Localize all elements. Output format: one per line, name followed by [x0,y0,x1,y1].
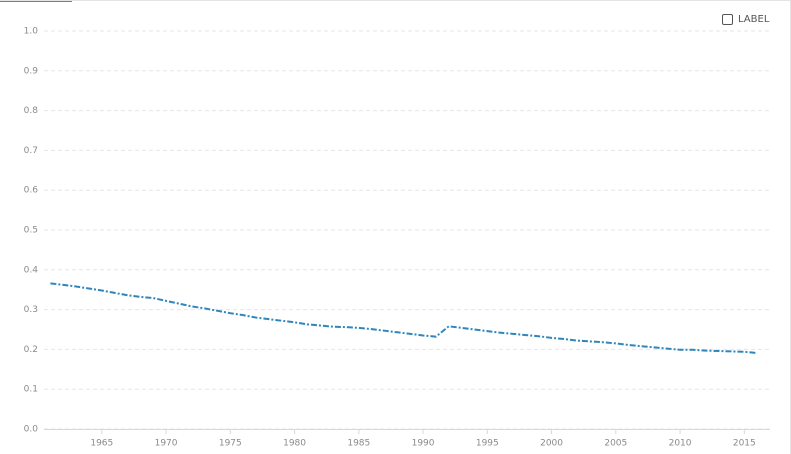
x-tick-label: 1970 [155,439,178,449]
y-tick-label: 0.5 [24,226,38,236]
x-tick-label: 2010 [669,439,692,449]
legend-label[interactable]: LABEL [738,14,770,25]
y-tick-label: 0.6 [24,186,39,196]
x-tick-label: 1995 [476,439,499,449]
x-tick-label: 1980 [283,439,306,449]
y-tick-label: 0.1 [24,385,38,395]
y-tick-label: 0.9 [24,66,39,76]
legend[interactable]: LABEL [722,14,769,25]
x-tick-label: 2005 [604,439,627,449]
x-tick-label: 1990 [412,439,435,449]
y-tick-label: 0.8 [24,106,39,116]
top-border [0,0,791,1]
x-tick-label: 1985 [347,439,370,449]
y-tick-label: 0.7 [24,146,38,156]
x-tick-label: 1965 [90,439,113,449]
x-tick-label: 1975 [219,439,242,449]
legend-checkbox[interactable] [722,14,733,25]
x-tick-label: 2015 [733,439,756,449]
y-tick-label: 0.0 [24,425,39,435]
active-tab-indicator [0,0,72,2]
y-tick-label: 0.3 [24,305,38,315]
y-tick-label: 0.4 [24,265,39,275]
x-tick-label: 2000 [540,439,563,449]
y-tick-label: 0.2 [24,345,38,355]
data-line [50,282,758,354]
y-tick-label: 1.0 [24,27,39,37]
